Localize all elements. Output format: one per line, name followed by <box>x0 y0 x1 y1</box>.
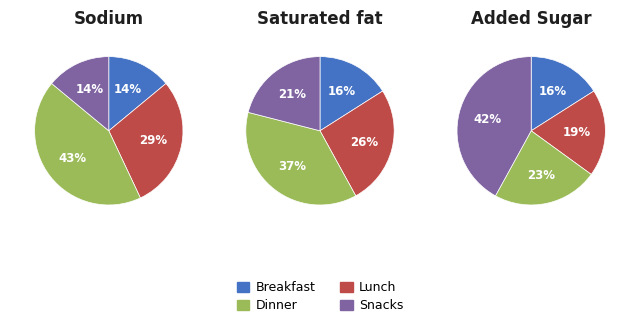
Wedge shape <box>248 57 320 131</box>
Wedge shape <box>531 91 605 174</box>
Text: 19%: 19% <box>563 126 591 139</box>
Title: Added Sugar: Added Sugar <box>471 10 591 28</box>
Text: 14%: 14% <box>76 83 104 96</box>
Text: 23%: 23% <box>527 169 555 181</box>
Text: 26%: 26% <box>350 136 378 148</box>
Text: 16%: 16% <box>539 85 567 97</box>
Text: 37%: 37% <box>278 160 306 173</box>
Wedge shape <box>320 91 394 196</box>
Text: 29%: 29% <box>139 134 167 147</box>
Wedge shape <box>320 57 383 131</box>
Text: 21%: 21% <box>278 88 306 101</box>
Wedge shape <box>109 83 183 198</box>
Wedge shape <box>52 57 109 131</box>
Wedge shape <box>35 83 140 205</box>
Legend: Breakfast, Dinner, Lunch, Snacks: Breakfast, Dinner, Lunch, Snacks <box>232 277 408 318</box>
Title: Sodium: Sodium <box>74 10 144 28</box>
Wedge shape <box>109 57 166 131</box>
Text: 16%: 16% <box>328 85 356 97</box>
Title: Saturated fat: Saturated fat <box>257 10 383 28</box>
Wedge shape <box>457 57 531 196</box>
Text: 14%: 14% <box>114 83 142 96</box>
Text: 42%: 42% <box>473 113 501 126</box>
Wedge shape <box>531 57 594 131</box>
Text: 43%: 43% <box>59 152 87 165</box>
Wedge shape <box>246 112 356 205</box>
Wedge shape <box>495 131 591 205</box>
